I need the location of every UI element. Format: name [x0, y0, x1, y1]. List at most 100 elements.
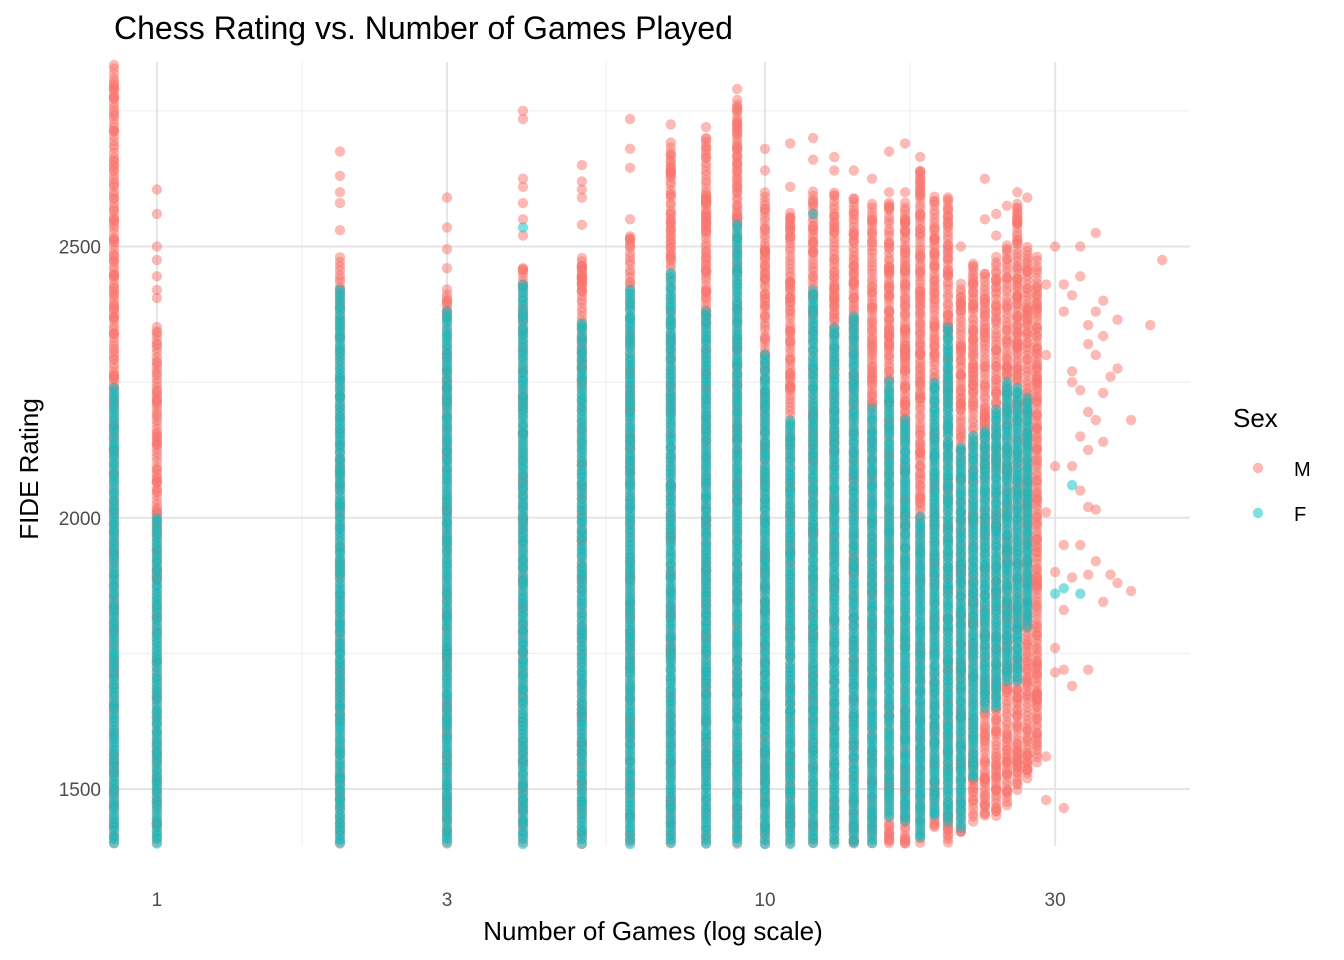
data-point-m	[915, 369, 926, 381]
data-point-m	[151, 326, 163, 337]
data-point-m	[866, 287, 878, 298]
data-point-m	[108, 79, 120, 90]
data-point-m	[732, 144, 743, 155]
data-point-m	[899, 187, 911, 198]
data-point-m	[700, 210, 712, 221]
data-point-m	[829, 254, 840, 265]
data-point-m	[829, 267, 840, 278]
data-point-m	[848, 207, 859, 219]
data-point-m	[829, 313, 840, 324]
data-point-m	[759, 333, 771, 344]
data-point-m	[759, 311, 771, 322]
data-point-m	[732, 158, 743, 169]
data-point-m	[665, 215, 676, 226]
data-point-m	[899, 215, 911, 226]
data-point-m	[915, 468, 926, 480]
data-point-m	[942, 204, 954, 215]
data-point-m	[624, 162, 636, 173]
data-point-m	[700, 194, 712, 206]
data-point-m	[108, 370, 120, 381]
data-point-m	[899, 266, 911, 277]
data-point-m	[929, 341, 940, 352]
data-point-m	[899, 399, 911, 410]
data-point-m	[334, 146, 346, 157]
data-point-m	[665, 231, 676, 242]
data-point-m	[915, 167, 926, 178]
data-point-m	[732, 200, 743, 211]
data-point-m	[624, 143, 636, 154]
data-point-m	[517, 173, 529, 184]
data-point-m	[624, 214, 636, 225]
data-point-m	[915, 151, 926, 163]
data-point-m	[759, 143, 771, 154]
data-point-m	[108, 193, 120, 204]
data-point-m	[899, 381, 911, 392]
data-point-m	[883, 331, 895, 342]
data-point-m	[866, 317, 878, 328]
data-point-m	[151, 476, 163, 487]
data-point-m	[665, 189, 676, 200]
data-point-m	[732, 187, 743, 198]
data-point-m	[899, 300, 911, 312]
data-point-m	[785, 373, 796, 384]
data-point-m	[700, 293, 712, 304]
data-point-m	[866, 367, 878, 378]
data-point-m	[759, 252, 771, 264]
data-point-m	[899, 346, 911, 358]
data-point-m	[915, 428, 926, 440]
data-point-m	[108, 344, 120, 355]
data-point-m	[915, 319, 926, 330]
data-point-m	[441, 222, 453, 233]
data-point-m	[899, 227, 911, 238]
data-point-m	[151, 409, 163, 420]
data-point-m	[785, 381, 796, 393]
data-point-m	[576, 176, 588, 187]
data-point-m	[899, 324, 911, 335]
data-point-m	[915, 252, 926, 263]
data-point-m	[108, 204, 120, 216]
data-point-m	[151, 464, 163, 475]
data-point-m	[517, 113, 529, 125]
data-point-m	[517, 214, 529, 225]
data-point-m	[929, 195, 940, 207]
data-point-m	[151, 428, 163, 440]
data-point-m	[866, 302, 878, 313]
data-point-m	[942, 269, 954, 281]
data-point-m	[334, 197, 346, 209]
data-point-m	[929, 249, 940, 260]
data-point-m	[108, 92, 120, 103]
data-point-m	[517, 181, 529, 192]
data-point-m	[441, 192, 453, 203]
data-point-m	[441, 263, 453, 274]
data-point-m	[576, 260, 588, 271]
data-point-m	[576, 192, 588, 203]
data-point-m	[700, 134, 712, 145]
data-point-m	[883, 366, 895, 377]
data-point-m	[785, 276, 796, 287]
data-point-m	[441, 296, 453, 307]
data-points	[108, 59, 1168, 850]
data-point-m	[517, 264, 529, 275]
data-point-m	[517, 105, 529, 117]
data-point-m	[915, 288, 926, 299]
data-point-m	[883, 146, 895, 157]
data-point-m	[829, 284, 840, 295]
data-point-m	[108, 298, 120, 310]
data-point-m	[899, 247, 911, 258]
data-point-m	[785, 354, 796, 365]
data-point-m	[829, 294, 840, 306]
data-point-m	[108, 255, 120, 267]
data-point-m	[807, 132, 819, 144]
data-point-m	[732, 83, 743, 95]
data-point-m	[151, 369, 163, 381]
data-point-m	[576, 270, 588, 281]
data-point-m	[108, 353, 120, 365]
data-point-m	[942, 220, 954, 231]
data-point-m	[883, 827, 895, 839]
data-point-m	[151, 292, 163, 304]
data-point-m	[883, 307, 895, 318]
data-point-m	[899, 138, 911, 149]
data-point-m	[807, 236, 819, 247]
data-point-m	[929, 260, 940, 272]
data-point-m	[108, 328, 120, 339]
